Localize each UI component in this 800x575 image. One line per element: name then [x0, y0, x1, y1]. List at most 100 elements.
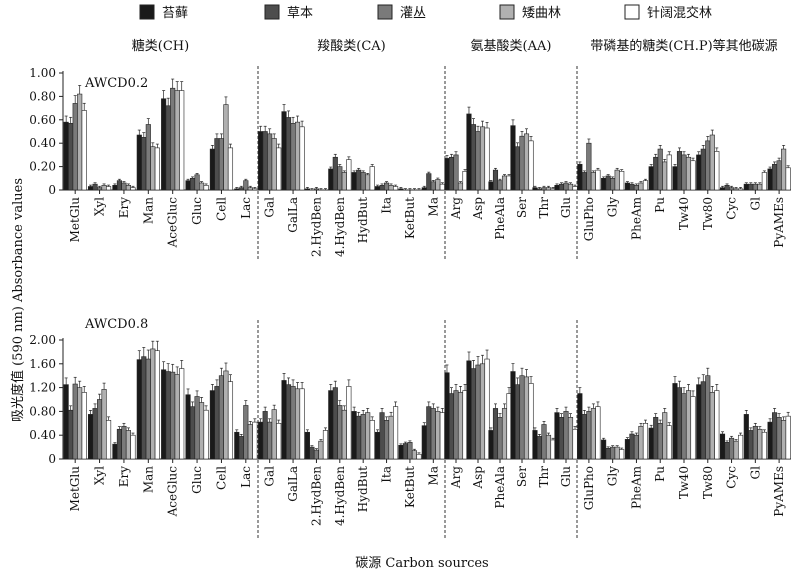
category-label: Cyc [725, 197, 739, 220]
bar [92, 183, 98, 191]
bar [116, 428, 122, 460]
bar [709, 392, 715, 460]
category-label: Thr [537, 197, 551, 219]
bar [523, 376, 530, 460]
bar [492, 169, 499, 191]
bar [112, 185, 118, 191]
bar [271, 409, 277, 460]
category-label: Tw80 [701, 466, 715, 499]
bar [203, 185, 209, 191]
category-label: Pu [653, 197, 667, 213]
group-label: 带磷基的糖类(CH.P)等其他碳源 [590, 38, 777, 54]
bar [709, 134, 715, 191]
bar [767, 168, 773, 191]
category-label: 4.HydBen [333, 197, 347, 257]
bar [341, 409, 347, 460]
bar [619, 170, 625, 191]
bar [430, 181, 436, 191]
bar [728, 437, 735, 460]
bar [558, 183, 565, 191]
bar [165, 371, 171, 460]
bar [595, 169, 601, 191]
panel-title: AWCD0.2 [84, 76, 148, 91]
bar [484, 127, 490, 191]
bar [189, 178, 196, 191]
bar [379, 412, 385, 460]
category-label: Ery [117, 466, 131, 487]
legend-swatch [264, 4, 280, 20]
y-tick-label: 2.00 [29, 333, 56, 347]
bar [554, 412, 560, 460]
bar [676, 387, 683, 460]
bar [179, 90, 185, 191]
bar [209, 390, 215, 460]
bar [121, 425, 127, 460]
bar [295, 388, 301, 460]
category-label: PyAMEs [772, 197, 786, 248]
category-label: Arg [449, 466, 463, 489]
category-label: Ser [515, 197, 529, 218]
bar [170, 87, 176, 191]
bar [121, 182, 127, 191]
bar [666, 425, 672, 460]
bar [341, 172, 347, 191]
bar [87, 186, 94, 191]
bar [426, 406, 432, 460]
category-label: Man [141, 466, 155, 493]
bar [234, 431, 240, 460]
category-label: HydBut [356, 197, 370, 243]
bar [407, 442, 413, 460]
bar [365, 412, 371, 460]
bar [719, 187, 726, 191]
bar [536, 188, 543, 191]
bar [346, 386, 352, 460]
bar [690, 396, 696, 460]
bar [81, 392, 87, 460]
bar [577, 393, 583, 460]
bar [154, 147, 160, 191]
bar [757, 183, 763, 191]
category-label: AceGluc [166, 466, 180, 518]
bar [304, 431, 310, 460]
legend-label: 针阔混交林 [647, 5, 712, 21]
bar [271, 138, 277, 191]
bar [466, 360, 472, 460]
category-label: Tw40 [677, 197, 691, 230]
bar [276, 147, 282, 191]
category-label: Xyl [93, 197, 107, 216]
bar [421, 187, 427, 191]
bar [374, 186, 381, 191]
group-label: 糖类(CH) [132, 38, 189, 54]
y-axis-label: 吸光度值 (590 nm) Absorbance values [10, 178, 26, 422]
category-label: Lac [239, 197, 253, 219]
bar [475, 364, 481, 460]
bar [92, 408, 98, 460]
y-tick-label: 1.20 [29, 381, 56, 395]
bar [457, 392, 464, 460]
bar [185, 180, 191, 191]
bar [360, 414, 366, 460]
bar [125, 430, 132, 460]
bar [101, 185, 107, 191]
bar [672, 166, 678, 191]
group-label: 氨基酸类(AA) [471, 39, 552, 54]
bar [112, 443, 118, 460]
bar [666, 154, 672, 191]
bar [653, 417, 659, 460]
bar [332, 387, 338, 460]
bar [761, 431, 767, 460]
bar [68, 123, 74, 191]
category-label: PheAm [629, 465, 643, 509]
bar [738, 434, 744, 460]
bar [633, 185, 640, 191]
bar [384, 182, 390, 191]
category-label: GluPho [582, 466, 596, 510]
bar [101, 389, 107, 460]
bar [563, 411, 569, 460]
bar [728, 187, 735, 191]
bar [681, 393, 687, 460]
bar [234, 188, 240, 191]
bar [572, 428, 578, 460]
bar [252, 421, 258, 460]
bar [360, 172, 366, 191]
